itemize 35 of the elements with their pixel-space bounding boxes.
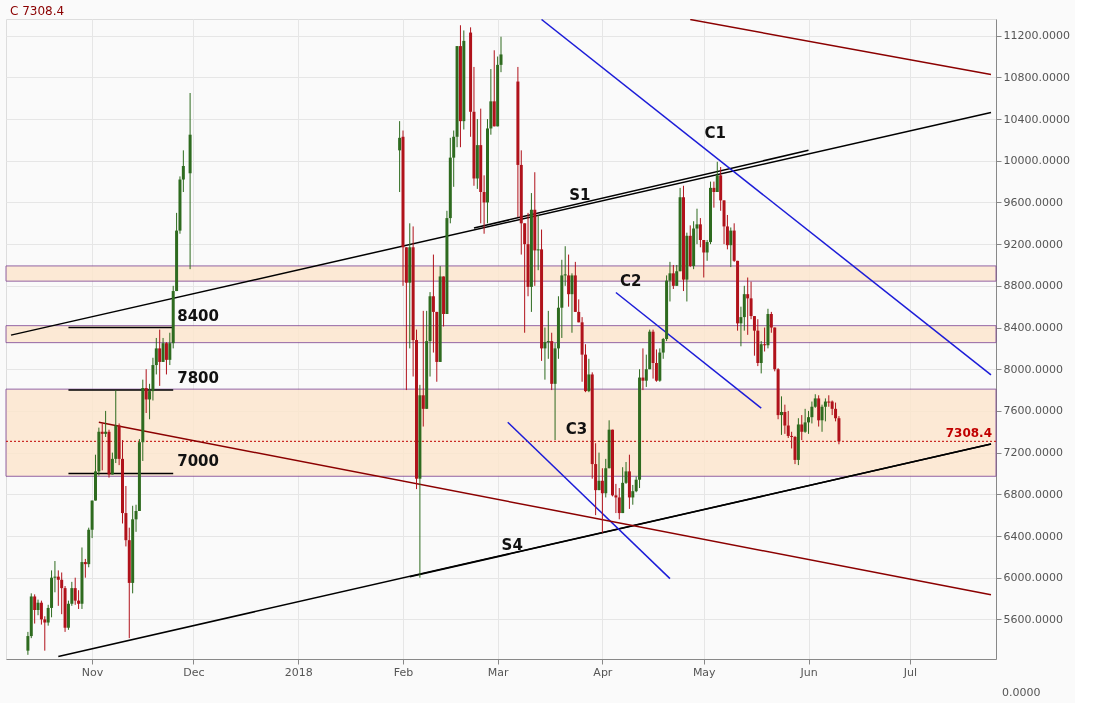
y-tick-label: 5600.0000 — [1003, 612, 1063, 626]
y-tick-label: 6400.0000 — [1003, 529, 1063, 543]
y-tick-label: 10000.0000 — [1003, 154, 1070, 168]
y-tick-label: 6800.0000 — [1003, 487, 1063, 501]
x-tick-label: Apr — [593, 665, 613, 679]
annotation: 8400 — [177, 306, 219, 325]
y-tick-label: 8800.0000 — [1003, 279, 1063, 293]
x-tick-label: 2018 — [284, 665, 313, 679]
annotation: C2 — [619, 271, 642, 290]
annotation: S1 — [569, 185, 591, 204]
x-tick-label: Dec — [183, 665, 205, 679]
y-tick-label: 6000.0000 — [1003, 571, 1063, 585]
annotation: C1 — [704, 124, 726, 143]
x-tick-label: Jun — [799, 665, 818, 679]
y-tick-label: 7600.0000 — [1003, 404, 1063, 418]
ref-line-label: 7308.4 — [945, 426, 992, 441]
x-tick-label: Jul — [902, 665, 918, 679]
x-tick-label: May — [692, 665, 717, 679]
x-tick-label: Feb — [393, 665, 414, 679]
x-tick-label: Nov — [81, 665, 104, 679]
y-tick-label: 11200.0000 — [1003, 29, 1070, 43]
annotation: S4 — [501, 535, 523, 554]
text: 0.0000 — [1002, 686, 1041, 699]
y-tick-label: 9600.0000 — [1003, 195, 1063, 209]
y-tick-label: 8400.0000 — [1003, 321, 1063, 335]
annotation: 7000 — [177, 452, 219, 471]
x-tick-label: Mar — [487, 665, 509, 679]
y-tick-label: 9200.0000 — [1003, 237, 1063, 251]
y-tick-label: 10800.0000 — [1003, 70, 1070, 84]
y-tick-label: 8000.0000 — [1003, 362, 1063, 376]
text: C 7308.4 — [10, 4, 65, 18]
annotation: 7800 — [177, 369, 219, 388]
y-tick-label: 10400.0000 — [1003, 112, 1070, 126]
y-tick-label: 7200.0000 — [1003, 446, 1063, 460]
annotation: C3 — [565, 420, 588, 439]
